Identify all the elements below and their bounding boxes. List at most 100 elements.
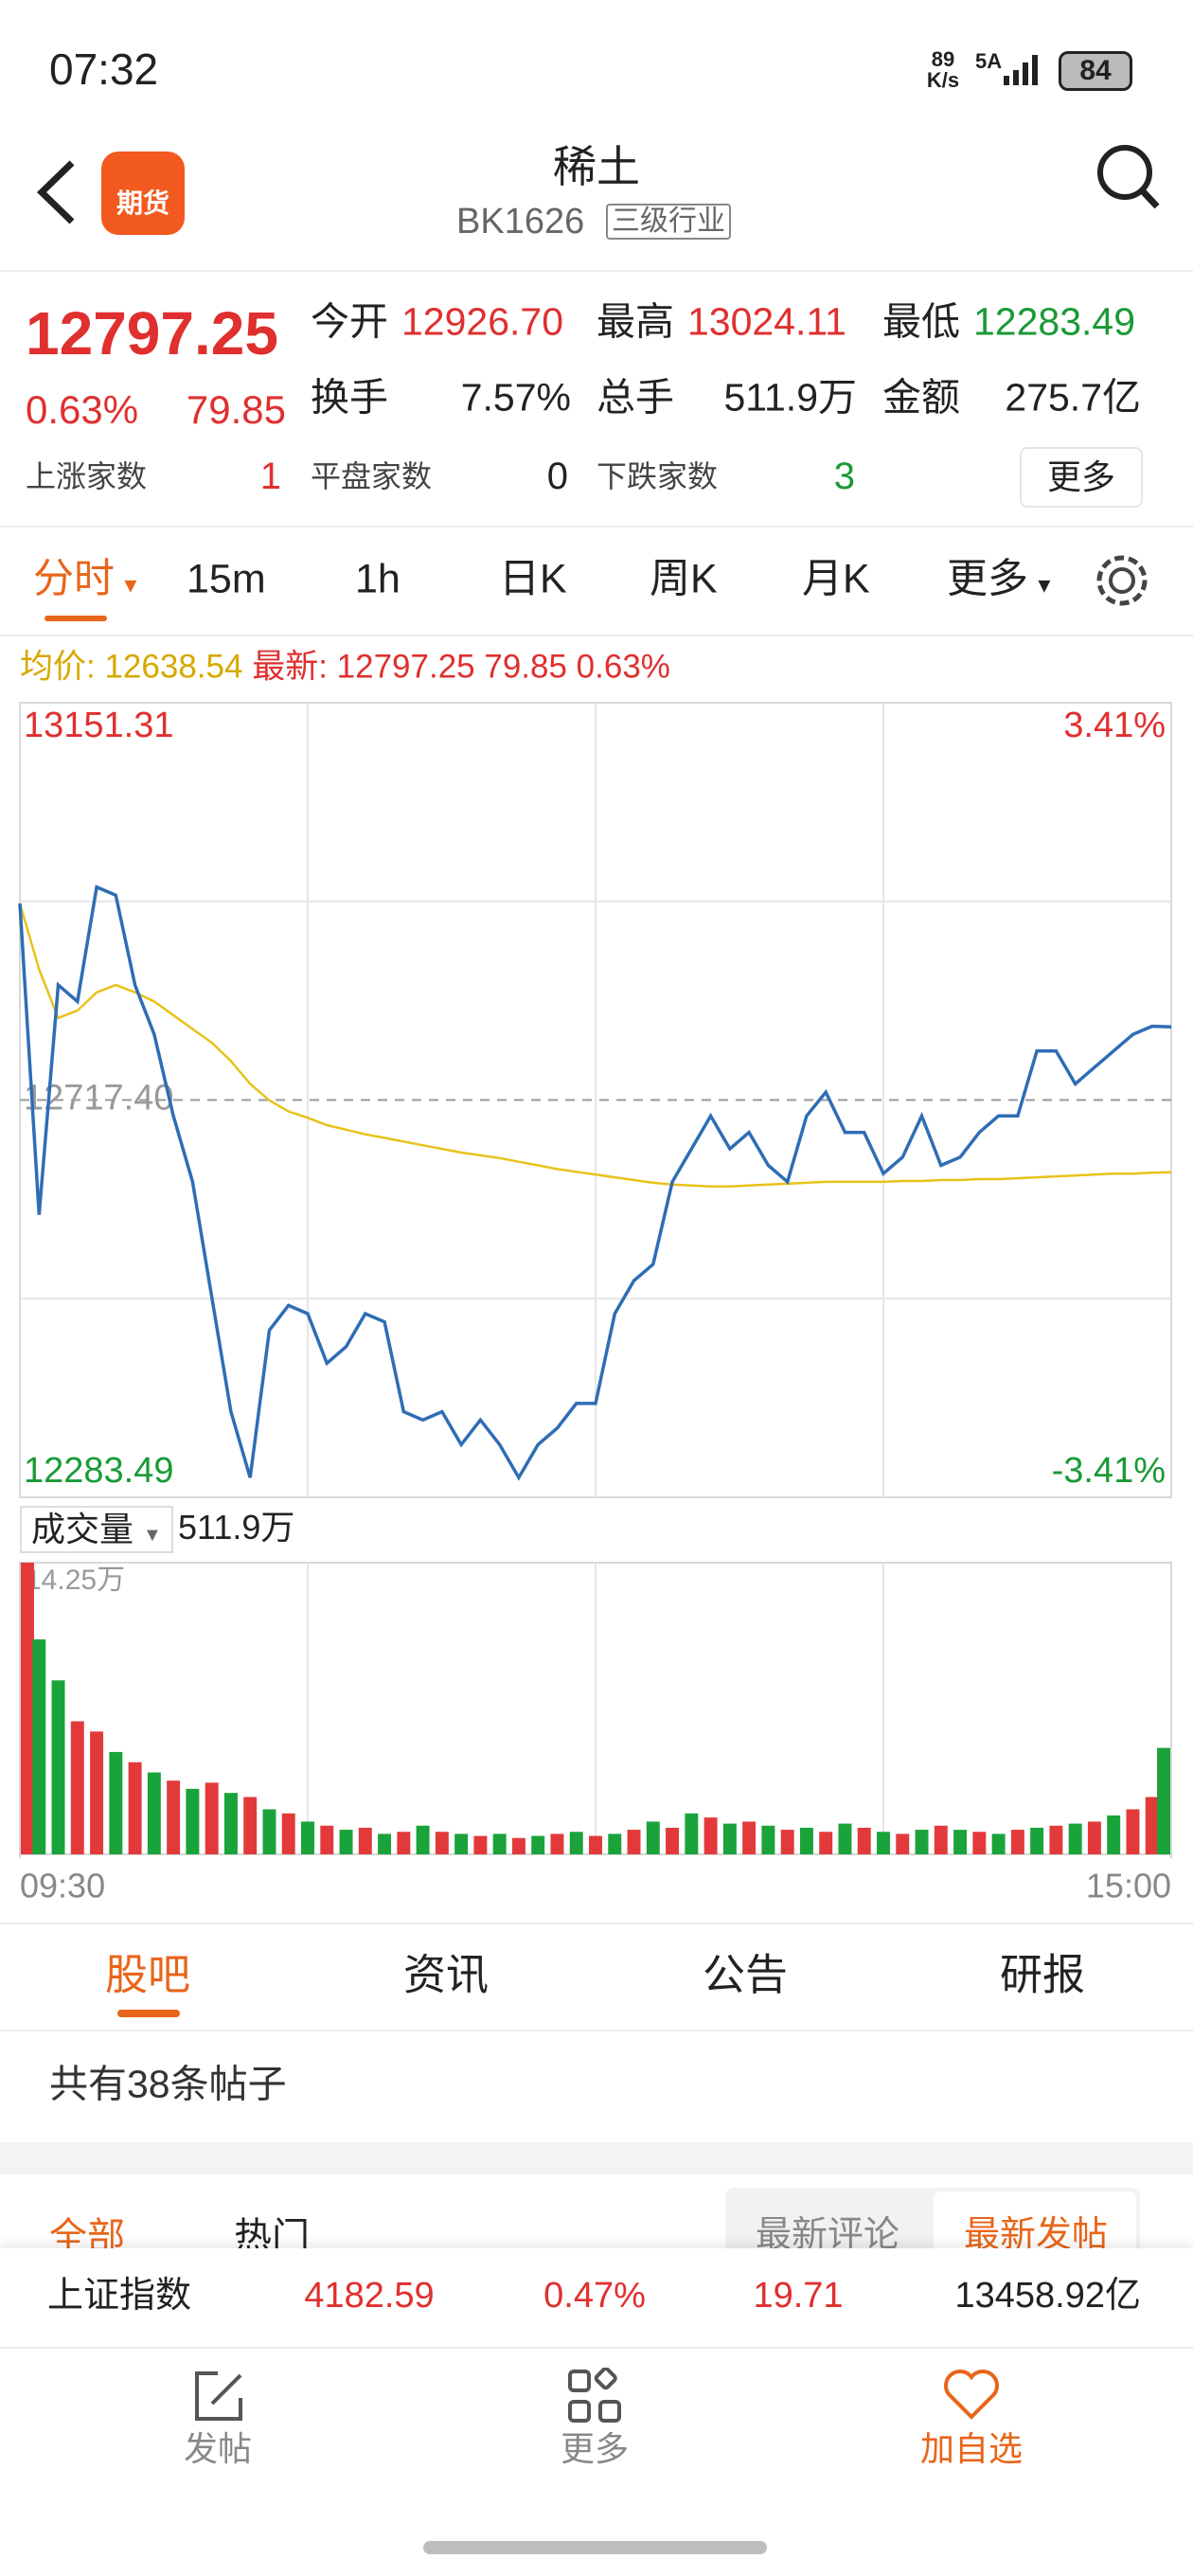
divider (0, 526, 1193, 528)
period-tab[interactable]: 15m (187, 556, 266, 602)
back-button[interactable] (34, 159, 81, 225)
period-tab[interactable]: 日K (499, 556, 567, 602)
volume-label: 成交量 (31, 1510, 134, 1548)
field-label: 换手 (311, 375, 388, 420)
ticker-change: 19.71 (753, 2276, 844, 2316)
volume-bar (167, 1780, 181, 1854)
volume-bar (608, 1834, 622, 1854)
sort-tab[interactable]: 最新发帖 (963, 2215, 1109, 2255)
volume-bar (819, 1832, 833, 1854)
last-label: 最新: (252, 648, 328, 686)
volume-bar (21, 1563, 34, 1854)
price: 12797.25 (26, 299, 278, 367)
volume-bar (128, 1762, 142, 1854)
y-tick-label: 13151.31 (24, 706, 174, 745)
more-icon[interactable] (566, 2368, 623, 2424)
sort-tab[interactable]: 最新评论 (755, 2215, 900, 2255)
volume-bar (703, 1817, 718, 1854)
volume-bar (281, 1813, 295, 1854)
ticker-bar[interactable] (0, 2248, 1193, 2347)
watch-icon[interactable] (943, 2368, 1000, 2421)
ticker-name: 上证指数 (47, 2276, 192, 2316)
net-speed: 89 K/s (924, 49, 962, 91)
info-tab[interactable]: 资讯 (402, 1950, 490, 1999)
volume-bar (953, 1830, 968, 1854)
count-value: 1 (259, 456, 281, 497)
volume-bar (550, 1834, 564, 1854)
home-indicator (423, 2541, 767, 2554)
volume-bar (454, 1834, 469, 1854)
change: 79.85 (186, 387, 286, 432)
change-pct: 0.63% (26, 387, 139, 432)
status-time: 07:32 (49, 45, 159, 94)
avg-label: 均价: (20, 648, 96, 686)
volume-bar (915, 1830, 929, 1854)
period-tab[interactable]: 更多 ▼ (947, 556, 1055, 602)
volume-bar (666, 1827, 680, 1854)
volume-bar (934, 1825, 948, 1854)
volume-bar (742, 1821, 757, 1854)
period-tab[interactable]: 1h (355, 556, 401, 602)
volume-bar (358, 1827, 372, 1854)
volume-bar (262, 1809, 276, 1854)
code: BK1626 (456, 202, 585, 242)
volume-selector[interactable]: 成交量 ▼ (20, 1506, 173, 1553)
last-value: 12797.25 79.85 0.63% (336, 648, 670, 686)
info-tab[interactable]: 公告 (702, 1950, 789, 1999)
logo[interactable]: 期货 (101, 152, 185, 235)
info-tab[interactable]: 研报 (999, 1950, 1086, 1999)
volume-bar (90, 1731, 104, 1854)
period-tab[interactable]: 周K (650, 556, 718, 602)
volume-bar (492, 1834, 507, 1854)
search-button[interactable] (1095, 142, 1161, 214)
title: 稀土 (553, 142, 640, 191)
nav-label[interactable]: 更多 (560, 2429, 630, 2468)
tab-underline (117, 2010, 180, 2017)
volume-bar (32, 1639, 46, 1854)
field-label: 今开 (311, 299, 388, 344)
nav-label[interactable]: 发帖 (183, 2429, 253, 2468)
volume-bar (1145, 1797, 1159, 1854)
volume-bar (147, 1772, 161, 1854)
volume-bar (972, 1832, 987, 1854)
volume-bar (1010, 1830, 1024, 1854)
field-label: 金额 (882, 375, 960, 420)
tab-underline (45, 616, 107, 621)
post-icon[interactable] (189, 2368, 246, 2424)
nav-label[interactable]: 加自选 (919, 2429, 1024, 2468)
volume-bar (397, 1832, 411, 1854)
count-value: 3 (833, 456, 855, 497)
volume-bar (51, 1680, 65, 1854)
price-line (18, 885, 1172, 1481)
volume-bar (896, 1834, 910, 1854)
volume-bar (857, 1827, 871, 1854)
divider (0, 2030, 1193, 2031)
ticker-amount: 13458.92亿 (954, 2276, 1142, 2316)
y-tick-label: 14.25万 (26, 1565, 125, 1596)
chart-legend: 均价: 12638.54 最新: 12797.25 79.85 0.63% (20, 651, 670, 684)
volume-bar (1030, 1827, 1044, 1854)
price-line (18, 903, 1172, 1189)
field-value: 7.57% (460, 375, 571, 420)
period-tab[interactable]: 月K (802, 556, 870, 602)
field-value: 275.7亿 (1005, 375, 1141, 420)
volume-bar (416, 1825, 430, 1854)
ticker-change-pct: 0.47% (543, 2276, 646, 2316)
y2-tick-label: -3.41% (1052, 1451, 1166, 1491)
volume-bar (877, 1832, 890, 1854)
divider (0, 1923, 1193, 1924)
settings-button[interactable] (1091, 549, 1153, 612)
divider (0, 270, 1193, 272)
volume-bar (685, 1813, 699, 1854)
volume-bar (1107, 1815, 1121, 1854)
divider (0, 635, 1193, 636)
volume-bar (223, 1793, 238, 1854)
avg-value: 12638.54 (104, 648, 243, 686)
x-tick-label: 15:00 (1086, 1867, 1171, 1905)
volume-bar (569, 1832, 583, 1854)
volume-bar (799, 1827, 813, 1854)
period-tab[interactable]: 分时 ▼ (33, 556, 141, 602)
more-button[interactable]: 更多 (1020, 447, 1143, 508)
volume-bar (646, 1821, 660, 1854)
info-tab[interactable]: 股吧 (104, 1950, 191, 1999)
